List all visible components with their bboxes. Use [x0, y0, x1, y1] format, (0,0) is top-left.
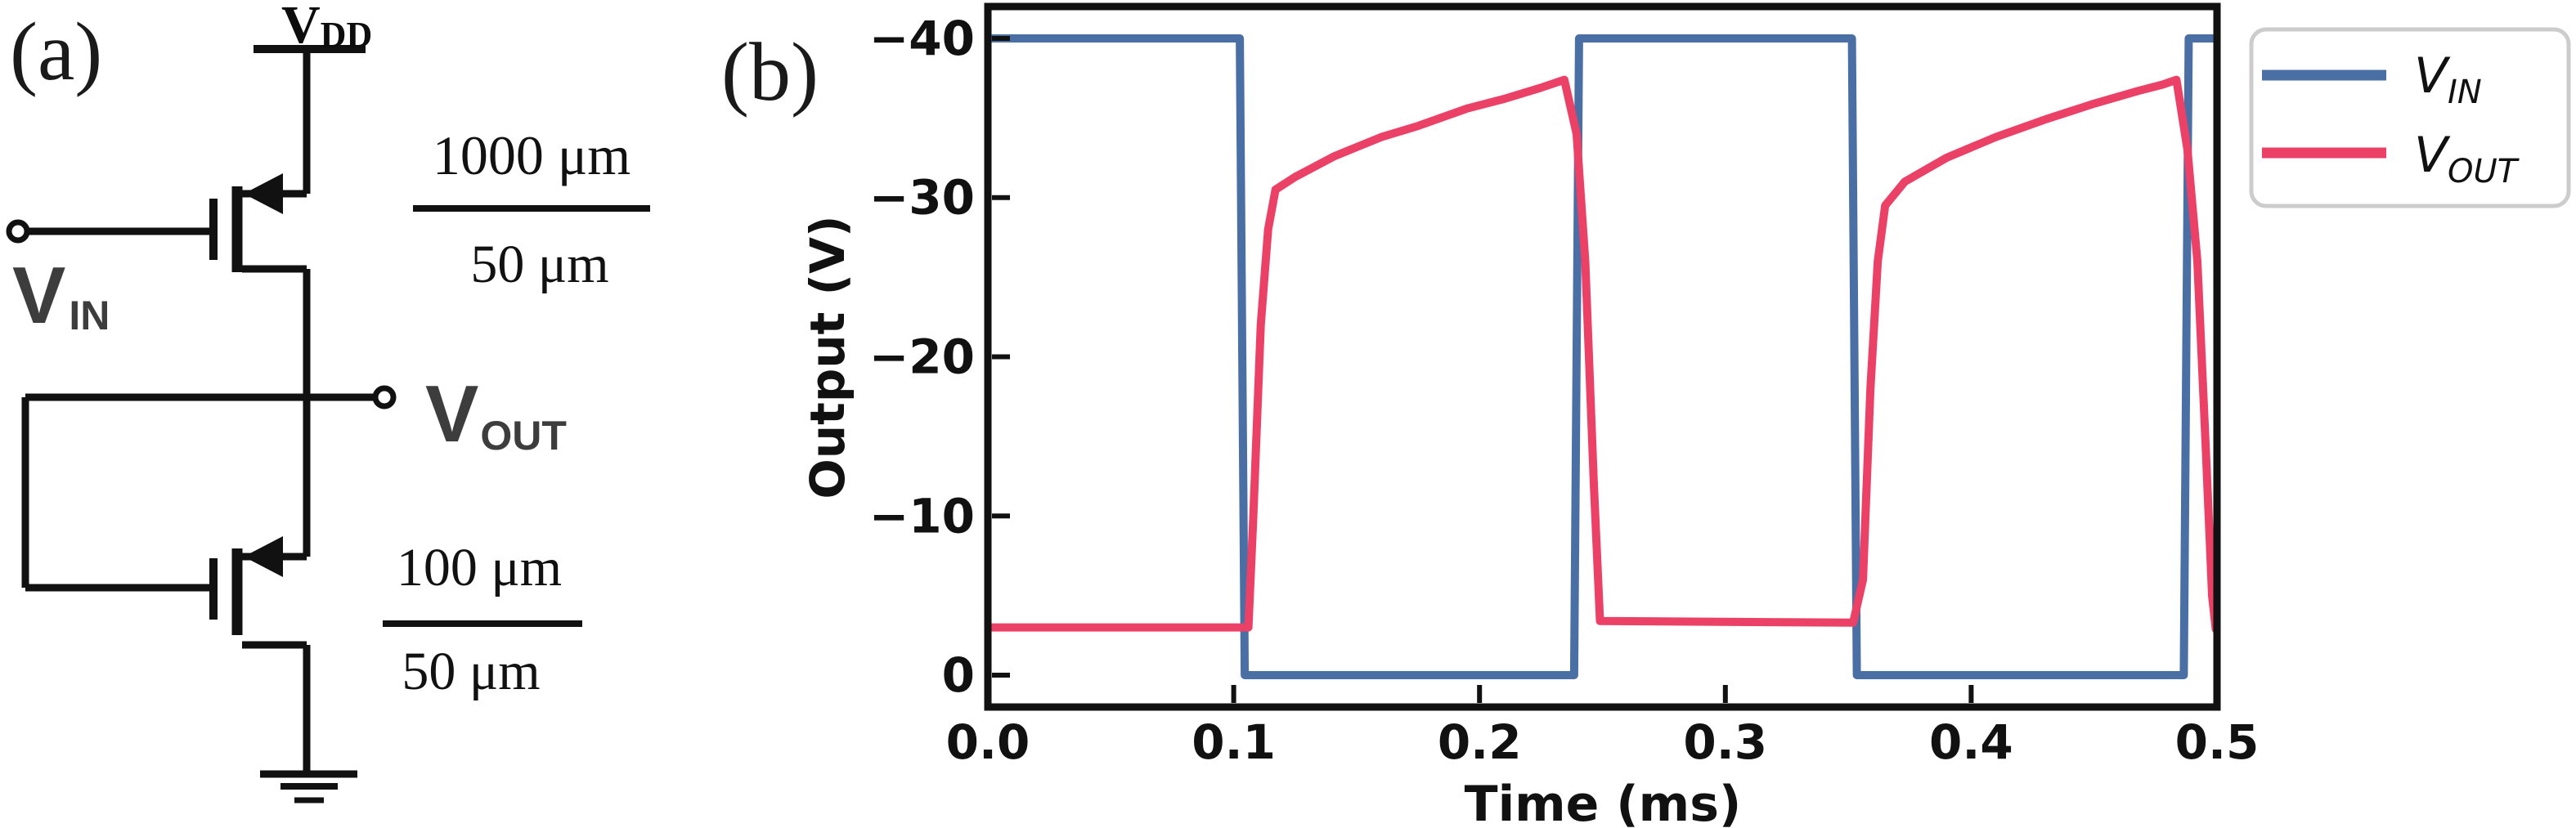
vdd-sub: DD [321, 15, 373, 55]
vout-sub: OUT [480, 413, 567, 459]
vin-label: VIN [12, 250, 110, 340]
vin-sub: IN [69, 293, 110, 338]
x-axis-label: Time (ms) [1465, 776, 1742, 828]
m1-fraction-bar [413, 205, 650, 212]
legend-vout-sub: OUT [2448, 153, 2520, 190]
m2-ratio-numerator: 100 μm [397, 538, 562, 598]
panel-b-label: (b) [721, 26, 819, 119]
m1-pmos-arrow-icon [244, 173, 283, 214]
m2-size-ratio: 100 μm 50 μm [383, 538, 582, 701]
circuit-panel: (a) VDD [6, 0, 650, 803]
y-axis-label: Output (V) [800, 216, 855, 499]
axes-box [984, 2, 2221, 711]
vin-curve [991, 34, 2214, 679]
y-tick-label: −30 [869, 170, 975, 226]
y-tick-label: −10 [869, 488, 975, 544]
y-tick-label: −40 [869, 11, 975, 66]
vout-label: VOUT [425, 369, 567, 459]
x-tick-label: 0.1 [1192, 714, 1276, 770]
axis-ticks: 0.0 0.1 0.2 0.3 0.4 0.5 −40 −30 −20 −10 0 [869, 11, 2260, 770]
legend-vin-sub: IN [2448, 74, 2482, 111]
x-tick-label: 0.5 [2175, 714, 2260, 770]
m2-pmos-arrow-icon [244, 536, 283, 577]
chart-panel: (b) 0.0 0.1 0.2 0.3 0.4 0.5 −40 −30 −20 −10 0 Time… [721, 2, 2571, 828]
x-tick-label: 0.3 [1683, 714, 1767, 770]
circuit-wires [21, 45, 374, 803]
m2-fraction-bar [383, 620, 582, 627]
vout-terminal-icon [372, 385, 397, 410]
m1-ratio-numerator: 1000 μm [433, 124, 631, 186]
y-tick-label: −20 [869, 329, 975, 385]
m1-size-ratio: 1000 μm 50 μm [413, 124, 650, 294]
legend-vin-base: V [2414, 47, 2451, 105]
legend: VIN VOUT [2249, 27, 2571, 208]
panel-a-label: (a) [10, 6, 102, 98]
vout-base: V [425, 369, 478, 459]
y-tick-label: 0 [942, 647, 975, 703]
m1-ratio-denominator: 50 μm [470, 235, 608, 294]
x-tick-label: 0.4 [1929, 714, 2013, 770]
legend-vout-base: V [2414, 127, 2451, 184]
vdd-base: V [281, 0, 321, 55]
vdd-label: VDD [281, 0, 372, 55]
legend-vout-label: VOUT [2414, 127, 2520, 190]
legend-box [2249, 27, 2571, 208]
plot-area [991, 34, 2214, 679]
m2-ratio-denominator: 50 μm [402, 642, 540, 701]
x-tick-label: 0.2 [1438, 714, 1522, 770]
x-tick-label: 0.0 [946, 714, 1030, 770]
vin-base: V [12, 250, 65, 340]
legend-vin-label: VIN [2414, 47, 2482, 111]
vin-terminal-icon [6, 219, 30, 244]
vout-curve [991, 75, 2214, 633]
